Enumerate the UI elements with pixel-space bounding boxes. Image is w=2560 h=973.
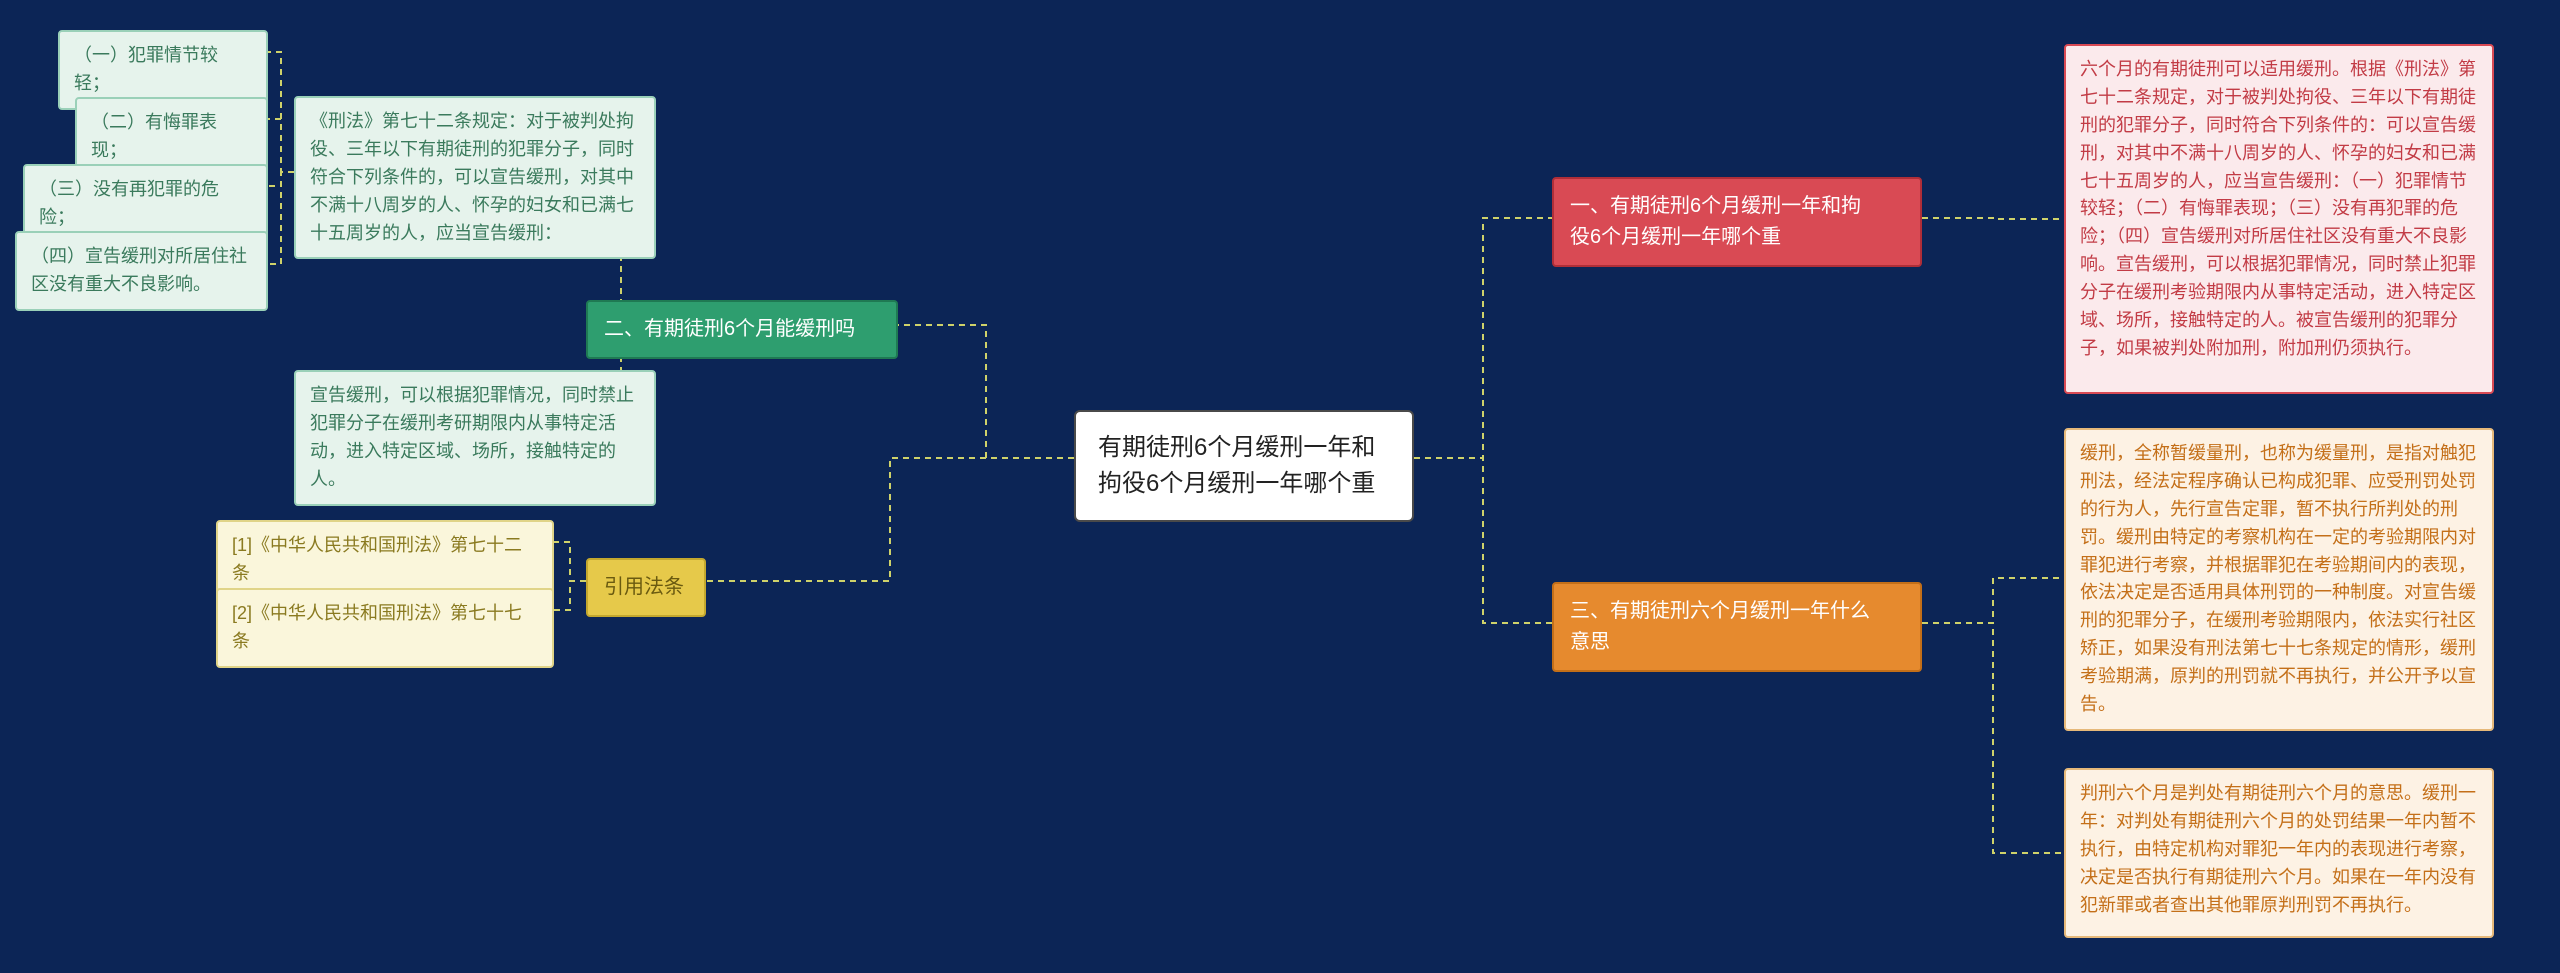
node-b3c2: 判刑六个月是判处有期徒刑六个月的意思。缓刑一年：对判处有期徒刑六个月的处罚结果一… — [2064, 768, 2494, 938]
node-b2c1: 《刑法》第七十二条规定：对于被判处拘役、三年以下有期徒刑的犯罪分子，同时符合下列… — [294, 96, 656, 259]
node-b3c1: 缓刑，全称暂缓量刑，也称为缓量刑，是指对触犯刑法，经法定程序确认已构成犯罪、应受… — [2064, 428, 2494, 731]
node-b3: 三、有期徒刑六个月缓刑一年什么意思 — [1552, 582, 1922, 672]
node-b2c1d: （四）宣告缓刑对所居住社区没有重大不良影响。 — [15, 231, 268, 311]
node-ref2: [2]《中华人民共和国刑法》第七十七条 — [216, 588, 554, 668]
node-b1: 一、有期徒刑6个月缓刑一年和拘役6个月缓刑一年哪个重 — [1552, 177, 1922, 267]
node-root: 有期徒刑6个月缓刑一年和拘役6个月缓刑一年哪个重 — [1074, 410, 1414, 522]
mindmap-canvas: 有期徒刑6个月缓刑一年和拘役6个月缓刑一年哪个重 一、有期徒刑6个月缓刑一年和拘役… — [0, 0, 2560, 973]
node-b1c1: 六个月的有期徒刑可以适用缓刑。根据《刑法》第七十二条规定，对于被判处拘役、三年以… — [2064, 44, 2494, 394]
node-b2: 二、有期徒刑6个月能缓刑吗 — [586, 300, 898, 359]
node-bRef: 引用法条 — [586, 558, 706, 617]
node-b2c2: 宣告缓刑，可以根据犯罪情况，同时禁止犯罪分子在缓刑考研期限内从事特定活动，进入特… — [294, 370, 656, 506]
